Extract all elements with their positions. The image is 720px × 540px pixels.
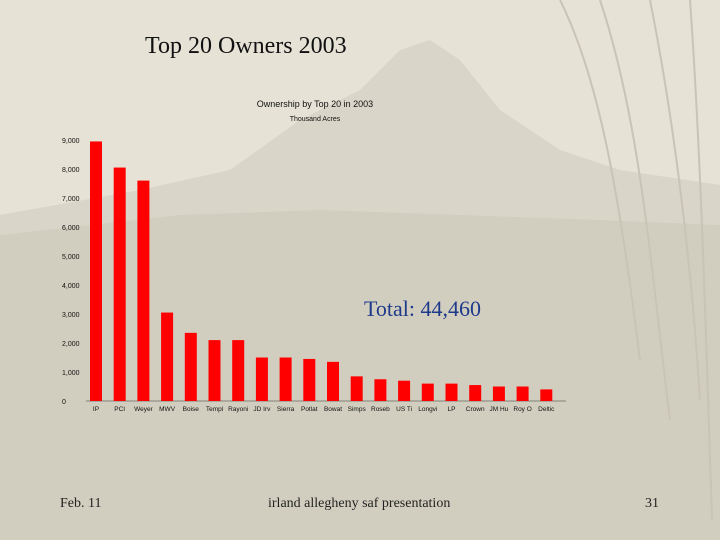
bar-jd-irv: [255, 357, 268, 401]
bar-longvi: [421, 383, 434, 401]
x-tick-label: Bowat: [324, 406, 342, 413]
chart-title: Ownership by Top 20 in 2003: [257, 99, 373, 109]
footer-presentation-name: irland allegheny saf presentation: [268, 496, 451, 511]
bar-sierra: [279, 357, 292, 401]
x-tick-label: Deltic: [538, 406, 555, 413]
y-tick-label: 2,000: [62, 341, 80, 348]
y-tick-label: 0: [62, 399, 66, 406]
bar-deltic: [540, 389, 553, 401]
bar-weyer: [137, 180, 150, 401]
y-tick-label: 3,000: [62, 312, 80, 319]
bar-jm-hu: [492, 386, 505, 401]
slide-title: Top 20 Owners 2003: [145, 33, 347, 59]
bar-mwv: [161, 312, 174, 401]
bar-templ: [208, 340, 221, 401]
y-tick-label: 8,000: [62, 167, 80, 174]
x-tick-label: Weyer: [134, 406, 153, 413]
x-tick-label: US Ti: [396, 406, 412, 413]
bar-roseb: [374, 379, 387, 401]
x-tick-label: Boise: [183, 406, 200, 413]
bar-simps: [350, 376, 363, 401]
x-tick-label: Potlat: [301, 406, 318, 413]
x-tick-label: Sierra: [277, 406, 295, 413]
x-tick-label: Crown: [466, 406, 485, 413]
x-tick-label: Rayoni: [228, 406, 248, 413]
y-tick-label: 9,000: [62, 138, 80, 145]
bar-potlat: [303, 358, 316, 401]
chart-subtitle: Thousand Acres: [290, 116, 341, 123]
footer-page-number: 31: [645, 496, 659, 511]
x-tick-label: MWV: [159, 406, 176, 413]
total-label: Total: 44,460: [364, 296, 482, 321]
x-tick-label: JM Hu: [490, 406, 509, 413]
bar-pci: [113, 167, 126, 401]
x-tick-label: Templ: [206, 406, 224, 413]
y-tick-label: 6,000: [62, 225, 80, 232]
y-tick-label: 7,000: [62, 196, 80, 203]
x-tick-label: LP: [448, 406, 456, 413]
bar-bowat: [327, 361, 339, 401]
x-tick-label: Roy O: [513, 406, 531, 413]
x-tick-label: Longvi: [418, 406, 437, 413]
bar-crown: [469, 385, 482, 401]
y-tick-label: 4,000: [62, 283, 80, 290]
bar-boise: [184, 332, 197, 401]
bar-ip: [90, 141, 102, 401]
x-tick-label: Roseb: [371, 406, 390, 413]
bar-us-ti: [398, 380, 411, 401]
bar-lp: [445, 383, 458, 401]
y-tick-label: 5,000: [62, 254, 80, 261]
bar-roy-o: [516, 386, 529, 401]
x-tick-label: IP: [93, 406, 99, 413]
footer-date: Feb. 11: [60, 496, 102, 511]
x-tick-label: PCI: [114, 406, 125, 413]
bar-rayoni: [232, 340, 245, 401]
x-tick-label: Simps: [348, 406, 367, 413]
x-tick-label: JD Irv: [253, 406, 271, 413]
y-tick-label: 1,000: [62, 370, 80, 377]
